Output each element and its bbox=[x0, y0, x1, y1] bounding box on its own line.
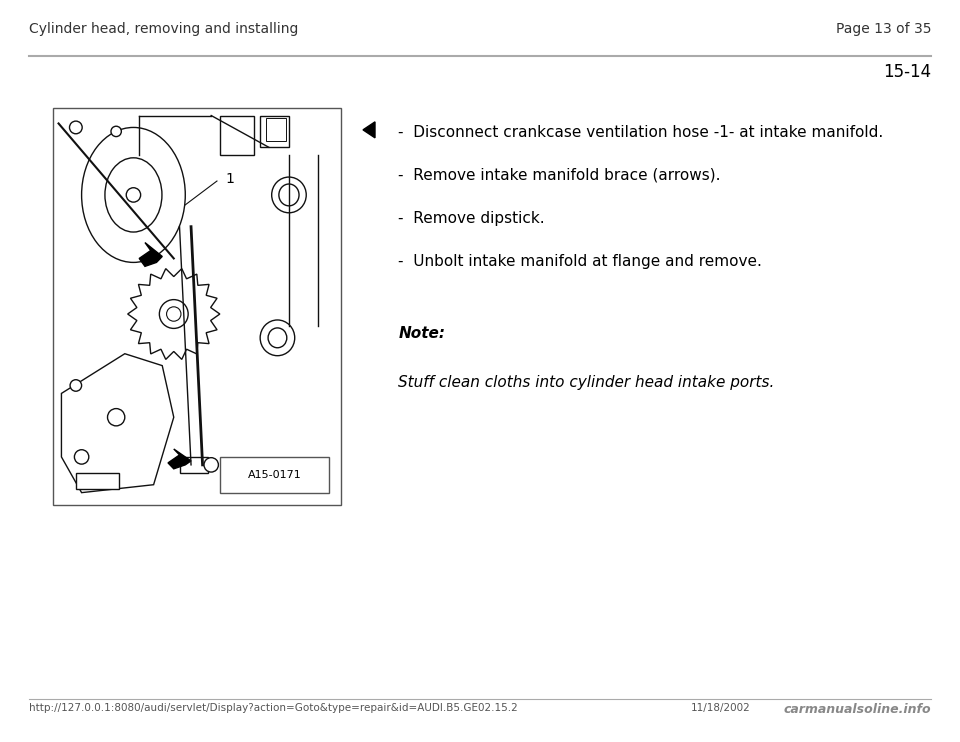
Circle shape bbox=[70, 380, 82, 391]
Text: -  Unbolt intake manifold at flange and remove.: - Unbolt intake manifold at flange and r… bbox=[398, 254, 762, 269]
Text: 1: 1 bbox=[226, 172, 234, 186]
Polygon shape bbox=[363, 122, 375, 138]
Ellipse shape bbox=[268, 328, 287, 348]
Text: -  Disconnect crankcase ventilation hose -1- at intake manifold.: - Disconnect crankcase ventilation hose … bbox=[398, 125, 883, 139]
Circle shape bbox=[69, 121, 83, 134]
Polygon shape bbox=[168, 449, 191, 469]
Bar bbox=[260, 116, 289, 147]
Text: Page 13 of 35: Page 13 of 35 bbox=[836, 22, 931, 36]
Circle shape bbox=[111, 126, 121, 137]
Circle shape bbox=[204, 458, 218, 472]
Text: -  Remove intake manifold brace (arrows).: - Remove intake manifold brace (arrows). bbox=[398, 168, 721, 183]
Ellipse shape bbox=[272, 177, 306, 213]
Bar bbox=[220, 457, 329, 493]
Text: 11/18/2002: 11/18/2002 bbox=[691, 703, 751, 713]
Text: A15-0171: A15-0171 bbox=[248, 470, 301, 480]
Text: Note:: Note: bbox=[398, 326, 445, 341]
Circle shape bbox=[74, 450, 89, 464]
Circle shape bbox=[127, 188, 140, 202]
Polygon shape bbox=[128, 269, 220, 359]
Text: carmanualsoline.info: carmanualsoline.info bbox=[783, 703, 931, 717]
Text: Cylinder head, removing and installing: Cylinder head, removing and installing bbox=[29, 22, 299, 36]
Text: Stuff clean cloths into cylinder head intake ports.: Stuff clean cloths into cylinder head in… bbox=[398, 375, 775, 390]
Ellipse shape bbox=[278, 184, 299, 206]
Circle shape bbox=[108, 409, 125, 426]
Bar bbox=[220, 116, 254, 155]
Ellipse shape bbox=[105, 158, 162, 232]
Circle shape bbox=[159, 300, 188, 329]
Polygon shape bbox=[61, 354, 174, 493]
Bar bbox=[266, 117, 286, 141]
Polygon shape bbox=[139, 243, 162, 266]
Text: 15-14: 15-14 bbox=[883, 63, 931, 81]
Text: http://127.0.0.1:8080/audi/servlet/Display?action=Goto&type=repair&id=AUDI.B5.GE: http://127.0.0.1:8080/audi/servlet/Displ… bbox=[29, 703, 517, 713]
Bar bbox=[180, 457, 208, 473]
Ellipse shape bbox=[82, 128, 185, 263]
Circle shape bbox=[166, 306, 180, 321]
Bar bbox=[53, 108, 341, 505]
Text: -  Remove dipstick.: - Remove dipstick. bbox=[398, 211, 545, 226]
Ellipse shape bbox=[260, 320, 295, 355]
Bar bbox=[76, 473, 119, 489]
